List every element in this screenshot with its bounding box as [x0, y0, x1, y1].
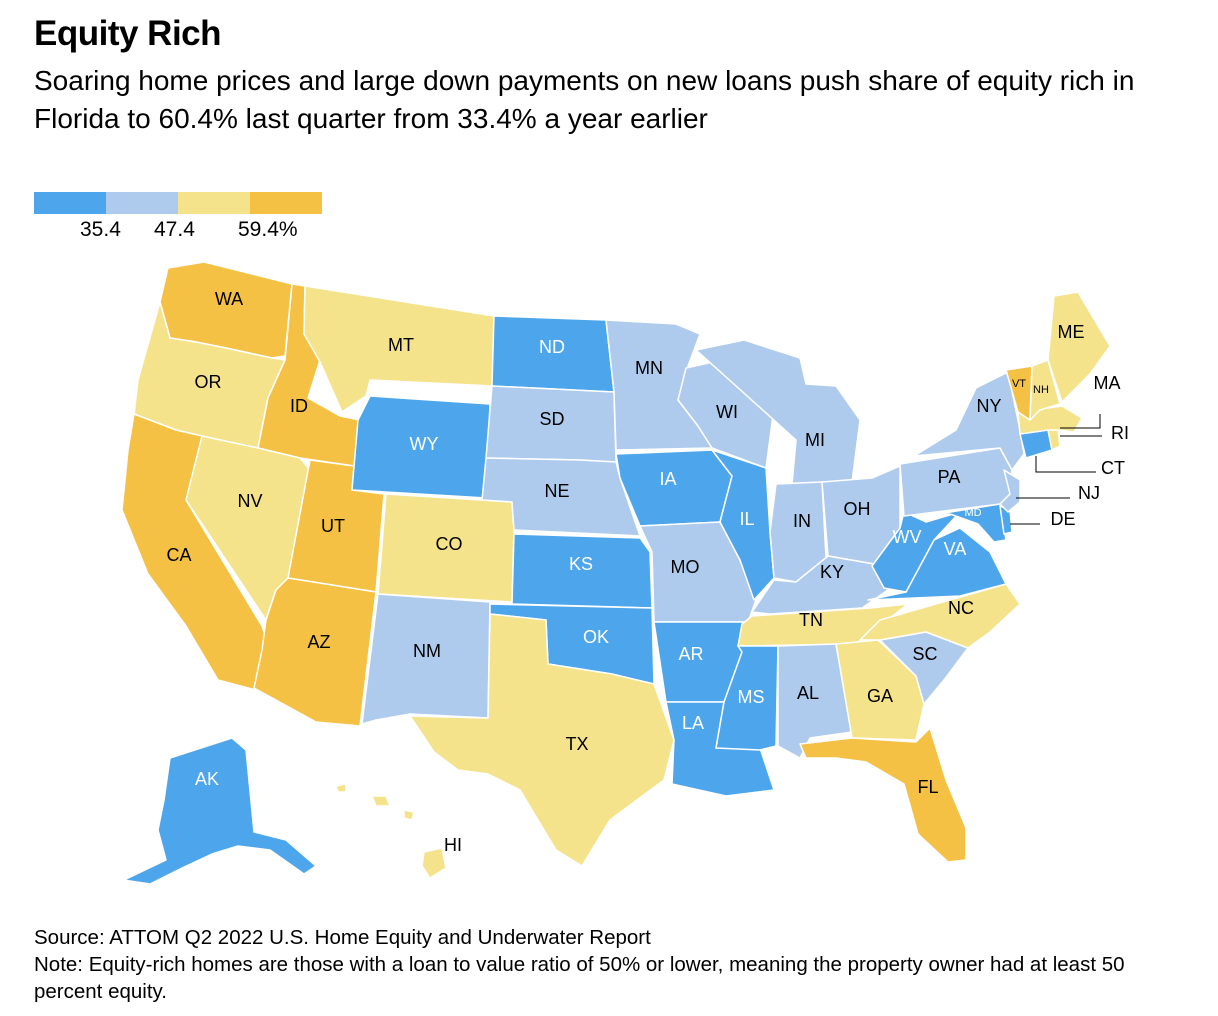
state-label-AZ: AZ — [307, 632, 330, 652]
state-label-ME: ME — [1058, 322, 1085, 342]
legend-swatch-1 — [34, 192, 106, 214]
state-label-MI: MI — [805, 430, 825, 450]
state-label-MO: MO — [671, 557, 700, 577]
state-KS — [511, 533, 653, 609]
state-label-WA: WA — [215, 289, 243, 309]
note-text: Note: Equity-rich homes are those with a… — [34, 953, 1125, 1003]
state-label-CT: CT — [1101, 458, 1125, 478]
state-label-TX: TX — [565, 734, 588, 754]
state-label-VT: VT — [1012, 378, 1026, 390]
state-label-KY: KY — [820, 562, 844, 582]
state-label-WI: WI — [716, 402, 738, 422]
state-label-RI: RI — [1111, 423, 1129, 443]
state-label-VA: VA — [944, 539, 967, 559]
state-label-NE: NE — [544, 481, 569, 501]
legend-tick-3: 59.4% — [238, 218, 298, 241]
state-label-LA: LA — [682, 713, 704, 733]
state-label-MA: MA — [1094, 373, 1121, 393]
state-NM — [361, 593, 491, 725]
footer: Source: ATTOM Q2 2022 U.S. Home Equity a… — [34, 924, 1184, 1005]
state-label-AK: AK — [195, 769, 219, 789]
state-label-AL: AL — [797, 683, 819, 703]
state-label-OR: OR — [195, 372, 222, 392]
state-AZ — [253, 577, 377, 727]
state-label-CO: CO — [436, 534, 463, 554]
state-label-MD: MD — [964, 507, 981, 519]
leader-lines — [1010, 414, 1102, 525]
state-label-CA: CA — [166, 545, 191, 565]
state-label-WY: WY — [410, 434, 439, 454]
state-label-TN: TN — [799, 610, 823, 630]
state-ME — [1047, 291, 1111, 403]
state-NJ — [999, 469, 1021, 513]
state-IL — [711, 449, 775, 601]
state-label-IN: IN — [793, 511, 811, 531]
state-label-UT: UT — [321, 516, 345, 536]
state-label-ND: ND — [539, 337, 565, 357]
state-label-NH: NH — [1033, 384, 1049, 396]
legend-tick-1: 35.4 — [80, 218, 121, 241]
color-legend: 35.4 47.4 59.4% — [34, 192, 334, 252]
legend-swatch-2 — [106, 192, 178, 214]
chart-title: Equity Rich — [34, 14, 222, 53]
state-label-PA: PA — [938, 467, 961, 487]
state-label-NY: NY — [976, 396, 1001, 416]
state-label-WV: WV — [893, 527, 922, 547]
chart-subtitle: Soaring home prices and large down payme… — [34, 65, 1135, 134]
state-KY — [751, 555, 889, 615]
state-label-MS: MS — [738, 687, 765, 707]
state-label-KS: KS — [569, 554, 593, 574]
legend-swatch-4 — [250, 192, 322, 214]
state-label-OH: OH — [844, 499, 871, 519]
state-label-NC: NC — [948, 598, 974, 618]
state-label-SC: SC — [912, 644, 937, 664]
state-label-FL: FL — [917, 777, 938, 797]
state-label-DE: DE — [1050, 509, 1075, 529]
state-NE — [481, 457, 641, 537]
state-label-MT: MT — [388, 335, 414, 355]
state-WY — [351, 395, 491, 499]
legend-tick-2: 47.4 — [154, 218, 195, 241]
state-label-SD: SD — [539, 409, 564, 429]
state-NC — [859, 583, 1021, 649]
state-AK — [123, 737, 317, 885]
state-FL — [799, 727, 967, 863]
state-HI — [335, 783, 447, 879]
state-label-IL: IL — [739, 509, 754, 529]
state-label-IA: IA — [659, 469, 676, 489]
state-label-NV: NV — [237, 491, 262, 511]
state-TX — [409, 613, 675, 867]
state-label-AR: AR — [678, 644, 703, 664]
state-NH — [1029, 359, 1061, 421]
state-label-MN: MN — [635, 358, 663, 378]
state-label-OK: OK — [583, 627, 609, 647]
source-text: Source: ATTOM Q2 2022 U.S. Home Equity a… — [34, 926, 651, 949]
state-label-ID: ID — [290, 396, 308, 416]
state-label-NM: NM — [413, 641, 441, 661]
state-MI — [695, 339, 861, 485]
state-label-GA: GA — [867, 686, 893, 706]
state-label-HI: HI — [444, 835, 462, 855]
legend-swatch-3 — [178, 192, 250, 214]
state-CT — [1019, 429, 1053, 459]
state-label-NJ: NJ — [1078, 483, 1100, 503]
